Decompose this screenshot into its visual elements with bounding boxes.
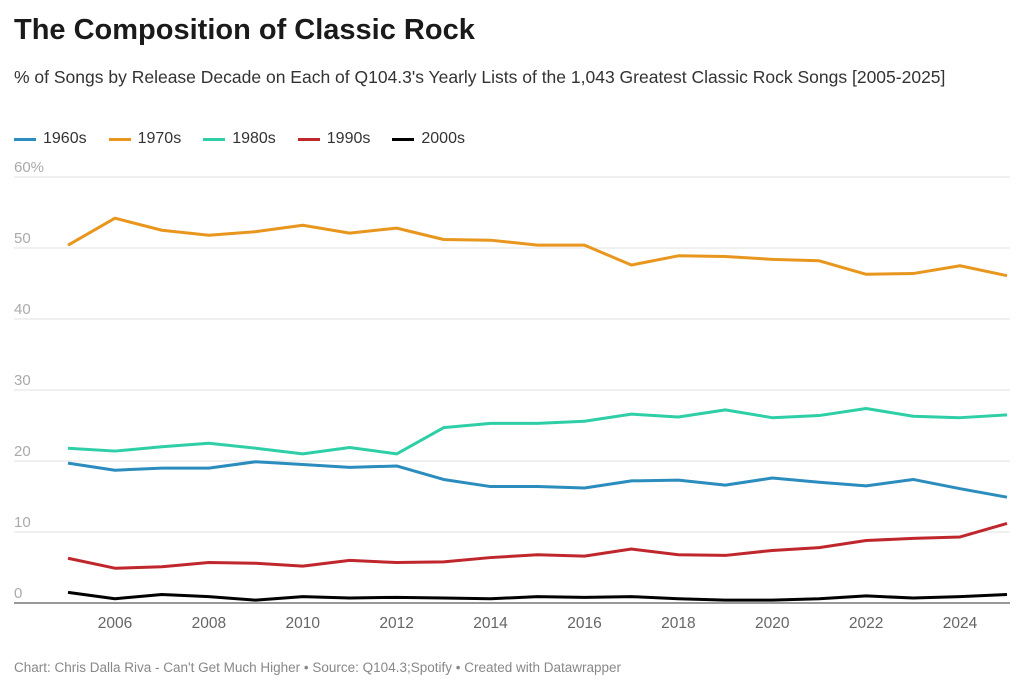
x-tick-label: 2010: [286, 615, 321, 632]
legend: 1960s 1970s 1980s 1990s 2000s: [14, 130, 465, 148]
legend-swatch: [14, 137, 36, 141]
y-tick-label: 60%: [14, 159, 44, 176]
legend-label: 1980s: [232, 130, 276, 147]
legend-item-1980s: 1980s: [203, 130, 276, 148]
x-tick-label: 2022: [849, 615, 883, 632]
x-tick-label: 2020: [755, 615, 790, 632]
x-tick-label: 2006: [98, 615, 132, 632]
series-line-1970s: [67, 216, 1008, 278]
y-tick-label: 30: [14, 372, 31, 389]
legend-item-1960s: 1960s: [14, 130, 87, 148]
y-tick-label: 0: [14, 585, 22, 602]
x-tick-label: 2016: [567, 615, 601, 632]
legend-swatch: [108, 137, 131, 141]
y-tick-label: 20: [14, 443, 31, 460]
legend-swatch: [392, 137, 415, 141]
x-tick-label: 2012: [379, 615, 413, 632]
y-tick-label: 40: [14, 301, 31, 318]
chart-subtitle: % of Songs by Release Decade on Each of …: [14, 67, 946, 87]
x-tick-label: 2024: [943, 615, 978, 632]
legend-label: 2000s: [421, 130, 465, 147]
legend-label: 1970s: [137, 130, 182, 147]
legend-label: 1990s: [326, 130, 371, 147]
x-tick-label: 2018: [661, 615, 695, 632]
legend-item-1970s: 1970s: [108, 130, 182, 148]
series-line-2000s: [67, 590, 1008, 602]
chart-title: The Composition of Classic Rock: [14, 14, 475, 46]
x-tick-label: 2008: [192, 615, 226, 632]
x-tick-label: 2014: [473, 615, 508, 632]
series-line-1990s: [67, 522, 1008, 570]
legend-swatch: [203, 137, 226, 141]
legend-item-1990s: 1990s: [297, 130, 371, 148]
footer-credits: Chart: Chris Dalla Riva - Can't Get Much…: [14, 660, 622, 675]
y-tick-label: 50: [14, 230, 31, 247]
legend-label: 1960s: [43, 130, 87, 147]
legend-item-2000s: 2000s: [392, 130, 465, 148]
series-line-1980s: [67, 406, 1008, 456]
y-tick-label: 10: [14, 514, 31, 531]
legend-swatch: [297, 137, 320, 141]
series-line-1960s: [67, 460, 1008, 499]
